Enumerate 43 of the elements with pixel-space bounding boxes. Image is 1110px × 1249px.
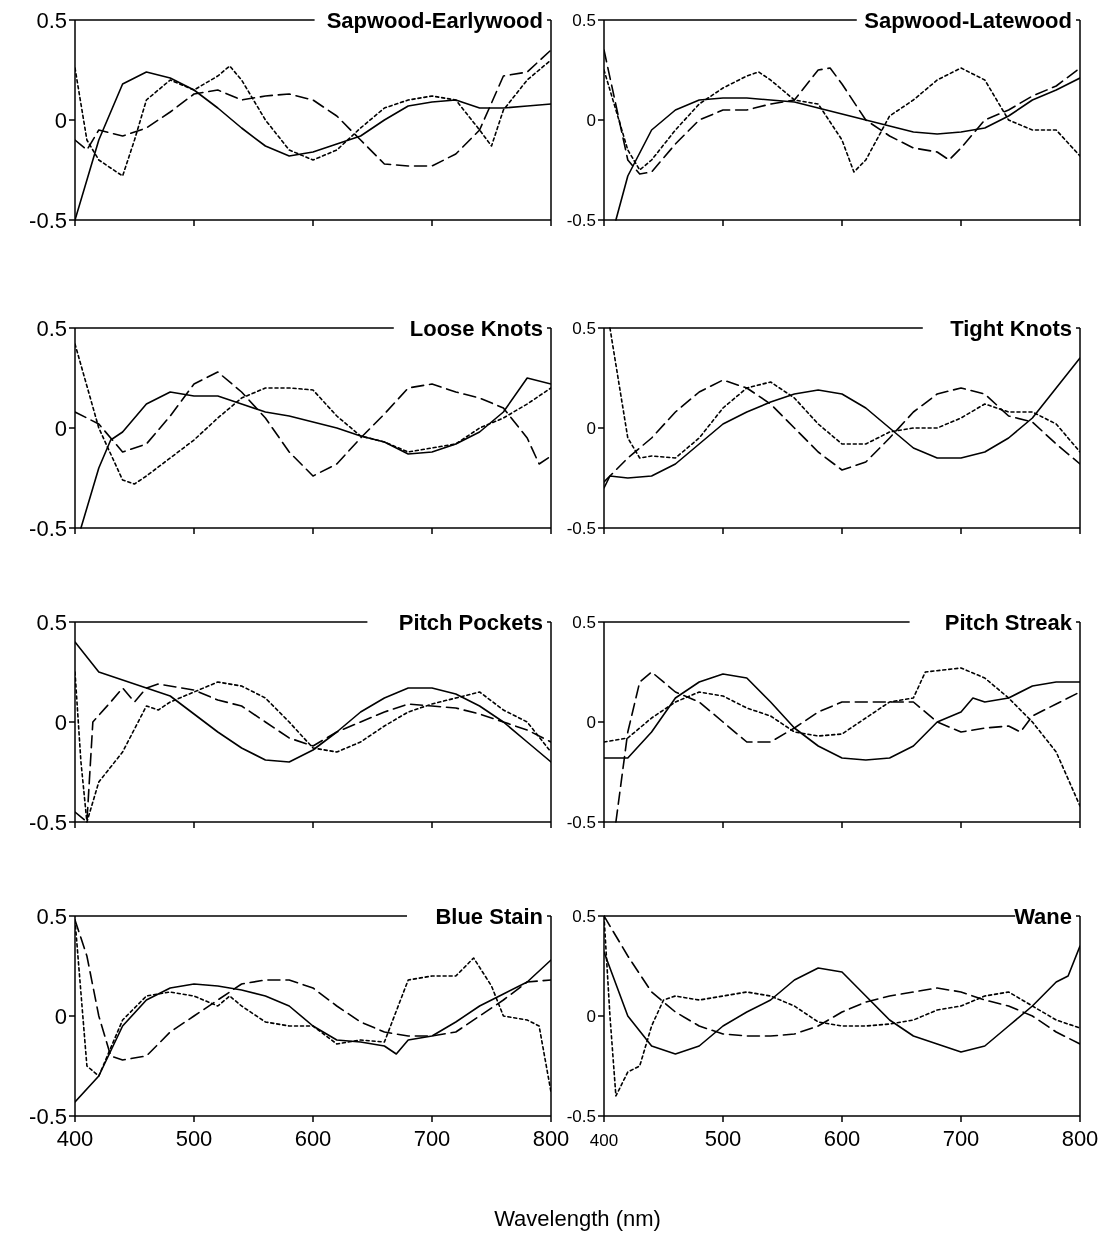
y-tick-label: -0.5 <box>29 1103 67 1129</box>
x-tick-label: 500 <box>704 1126 742 1151</box>
y-tick-label: 0 <box>54 415 67 441</box>
x-tick-label: 500 <box>175 1126 213 1151</box>
y-tick-label: -0.5 <box>566 210 596 230</box>
y-tick-label: 0 <box>586 712 596 732</box>
y-tick-label: -0.5 <box>29 207 67 233</box>
y-tick-label: 0 <box>586 110 596 130</box>
chart-title: Pitch Pockets <box>398 609 543 635</box>
y-tick-label: -0.5 <box>566 518 596 538</box>
y-tick-label: 0 <box>54 709 67 735</box>
x-tick-label: 400 <box>56 1126 94 1151</box>
x-tick-label: 700 <box>413 1126 451 1151</box>
chart-title: Blue Stain <box>435 903 543 929</box>
y-tick-label: 0.5 <box>572 10 596 30</box>
y-tick-label: 0 <box>586 418 596 438</box>
x-tick-label: 600 <box>823 1126 861 1151</box>
y-tick-label: -0.5 <box>566 1106 596 1126</box>
chart-title: Loose Knots <box>409 315 543 341</box>
y-tick-label: 0.5 <box>572 318 596 338</box>
y-tick-label: 0.5 <box>36 903 67 929</box>
y-tick-label: 0 <box>586 1006 596 1026</box>
x-axis-title: Wavelength (nm) <box>494 1206 661 1231</box>
y-tick-label: -0.5 <box>29 809 67 835</box>
y-tick-label: -0.5 <box>566 812 596 832</box>
y-tick-label: 0 <box>54 107 67 133</box>
x-tick-label: 700 <box>942 1126 980 1151</box>
y-tick-label: 0 <box>54 1003 67 1029</box>
y-tick-label: 0.5 <box>36 609 67 635</box>
chart-title: Sapwood-Earlywood <box>326 7 543 33</box>
x-tick-label: 800 <box>1061 1126 1099 1151</box>
chart-title: Wane <box>1014 903 1072 929</box>
chart-title: Sapwood-Latewood <box>864 7 1072 33</box>
x-tick-label: 400 <box>589 1131 619 1150</box>
y-tick-label: 0.5 <box>572 612 596 632</box>
y-tick-label: 0.5 <box>572 906 596 926</box>
y-tick-label: 0.5 <box>36 315 67 341</box>
x-tick-label: 800 <box>532 1126 570 1151</box>
chart-title: Tight Knots <box>950 315 1072 341</box>
chart-title: Pitch Streak <box>944 609 1073 635</box>
y-tick-label: -0.5 <box>29 515 67 541</box>
x-tick-label: 600 <box>294 1126 332 1151</box>
y-tick-label: 0.5 <box>36 7 67 33</box>
